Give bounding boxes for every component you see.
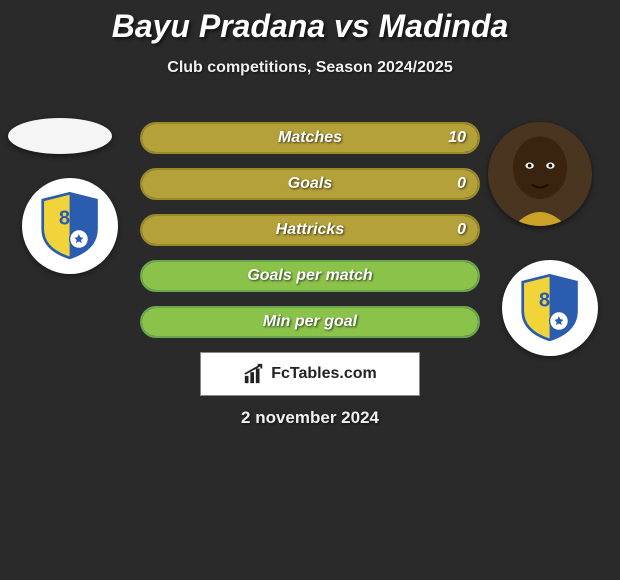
bar-chart-icon — [243, 363, 265, 385]
stat-label: Hattricks — [142, 216, 478, 244]
stat-label: Min per goal — [142, 308, 478, 336]
player-right-avatar — [488, 122, 592, 226]
player-left-club-badge: 88 — [22, 178, 118, 274]
shield-icon: 88 — [36, 192, 103, 259]
fctables-text: FcTables.com — [271, 365, 377, 383]
player-left-avatar — [8, 118, 112, 154]
club-badge-inner: 88 — [516, 274, 583, 341]
stat-row: Goals0 — [140, 168, 480, 200]
player-right-club-badge: 88 — [502, 260, 598, 356]
stat-value-right: 0 — [457, 216, 466, 244]
stat-row: Min per goal — [140, 306, 480, 338]
stat-value-right: 10 — [448, 124, 466, 152]
stats-table: Matches10Goals0Hattricks0Goals per match… — [140, 122, 480, 352]
shield-icon: 88 — [516, 274, 583, 341]
page-title: Bayu Pradana vs Madinda — [0, 0, 620, 45]
club-badge-number: 88 — [59, 208, 81, 230]
face-icon — [488, 122, 592, 226]
stat-label: Goals per match — [142, 262, 478, 290]
stat-label: Matches — [142, 124, 478, 152]
fctables-logo: FcTables.com — [200, 352, 420, 396]
club-badge-inner: 88 — [36, 192, 103, 259]
stat-row: Matches10 — [140, 122, 480, 154]
stat-label: Goals — [142, 170, 478, 198]
comparison-date: 2 november 2024 — [0, 408, 620, 428]
stat-row: Hattricks0 — [140, 214, 480, 246]
stat-row: Goals per match — [140, 260, 480, 292]
club-badge-number: 88 — [539, 290, 561, 312]
stat-value-right: 0 — [457, 170, 466, 198]
subtitle: Club competitions, Season 2024/2025 — [0, 59, 620, 77]
